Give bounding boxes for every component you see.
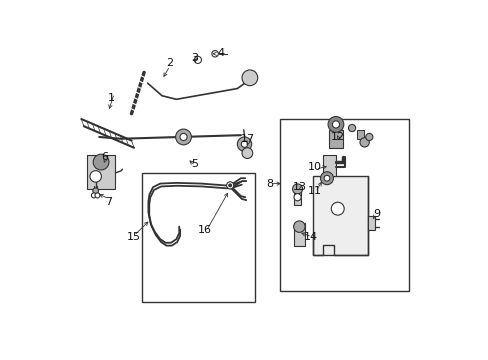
Bar: [312, 176, 367, 255]
Circle shape: [330, 202, 344, 215]
Circle shape: [180, 134, 187, 140]
Circle shape: [93, 154, 109, 170]
Circle shape: [327, 117, 343, 132]
Circle shape: [175, 129, 191, 145]
Circle shape: [348, 125, 355, 132]
Text: 8: 8: [265, 179, 273, 189]
Circle shape: [90, 171, 101, 182]
Bar: [86, 155, 115, 189]
Text: 7: 7: [104, 197, 112, 207]
Bar: [357, 130, 363, 139]
Text: 11: 11: [307, 186, 321, 196]
Text: 15: 15: [126, 232, 140, 242]
Circle shape: [241, 141, 247, 147]
Text: 17: 17: [241, 134, 255, 144]
Circle shape: [211, 50, 218, 57]
Text: 4: 4: [217, 48, 224, 58]
Circle shape: [237, 137, 251, 151]
Circle shape: [226, 182, 233, 189]
Text: 6: 6: [101, 152, 108, 162]
Text: 5: 5: [190, 159, 197, 169]
Text: 14: 14: [303, 232, 317, 242]
Text: 13: 13: [292, 182, 306, 192]
Text: 10: 10: [307, 162, 321, 172]
Circle shape: [95, 193, 100, 198]
Bar: [323, 155, 335, 176]
Circle shape: [359, 138, 368, 147]
Circle shape: [293, 194, 301, 201]
Text: 16: 16: [198, 225, 212, 235]
Text: 9: 9: [373, 209, 380, 219]
Circle shape: [91, 193, 96, 198]
Bar: [142, 173, 255, 302]
Circle shape: [242, 148, 252, 158]
Circle shape: [320, 172, 333, 185]
Circle shape: [194, 56, 201, 63]
Circle shape: [228, 184, 231, 187]
Circle shape: [365, 134, 372, 140]
Text: 1: 1: [108, 93, 115, 103]
Bar: [367, 216, 375, 230]
Circle shape: [242, 70, 257, 86]
Text: 2: 2: [165, 58, 172, 68]
Circle shape: [293, 221, 305, 232]
Bar: [280, 119, 408, 291]
Text: 12: 12: [330, 132, 344, 142]
Circle shape: [292, 184, 302, 194]
Bar: [293, 223, 304, 246]
Circle shape: [93, 188, 99, 194]
Text: 3: 3: [190, 53, 197, 63]
Bar: [293, 185, 301, 205]
Circle shape: [324, 175, 329, 181]
Bar: [328, 130, 343, 148]
Circle shape: [332, 121, 339, 128]
